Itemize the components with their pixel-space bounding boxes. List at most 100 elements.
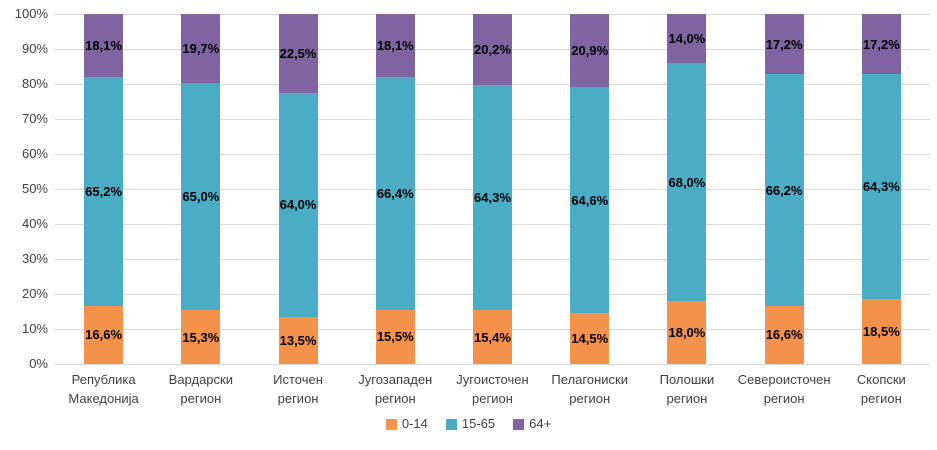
category-label: Источен регион xyxy=(273,372,323,406)
category-label: Југозападен регион xyxy=(358,372,433,406)
bar-segment-15-65: 64,3% xyxy=(472,84,512,311)
bar-segment-0-14: 16,6% xyxy=(764,305,804,364)
bar-segment-label: 68,0% xyxy=(668,174,706,190)
y-axis-tick-label: 0% xyxy=(29,356,48,371)
bar-segment-0-14: 13,5% xyxy=(278,316,318,364)
bar-segment-label: 65,0% xyxy=(182,189,220,205)
bar-segment-label: 19,7% xyxy=(182,40,220,56)
bar-segment-label: 18,1% xyxy=(376,38,414,54)
bar-segment-15-65: 65,2% xyxy=(84,77,124,306)
category-label: Република Македонија xyxy=(68,372,139,406)
y-axis-tick-label: 20% xyxy=(21,286,48,301)
bar-segment-label: 15,5% xyxy=(376,329,414,345)
gridline xyxy=(55,364,930,365)
stacked-bar: 14,0% 68,0% 18,0% xyxy=(667,14,707,364)
bar-slot: 19,7% 65,0% 15,3% xyxy=(152,14,249,364)
bar-slot: 17,2% 64,3% 18,5% xyxy=(833,14,930,364)
bar-segment-label: 64,0% xyxy=(279,197,317,213)
category-label: Скопски регион xyxy=(856,372,906,406)
bar-segment-0-14: 15,3% xyxy=(181,310,221,364)
bar-segment-15-65: 66,2% xyxy=(764,74,804,306)
legend-label: 64+ xyxy=(529,416,552,431)
bar-segment-0-14: 18,0% xyxy=(667,301,707,364)
bar-segment-64+: 22,5% xyxy=(278,14,318,93)
legend-swatch-icon xyxy=(445,418,457,430)
category-label: Пелагониски регион xyxy=(551,372,628,406)
bar-segment-0-14: 15,5% xyxy=(375,309,415,364)
bar-segment-label: 18,1% xyxy=(85,38,123,54)
bar-slot: 18,1% 65,2% 16,6% xyxy=(55,14,152,364)
bar-segment-15-65: 66,4% xyxy=(375,77,415,310)
bar-segment-64+: 18,1% xyxy=(375,14,415,78)
bars-row: 18,1% 65,2% 16,6% 19,7% 65,0% 15,3% 22,5% 64,0%… xyxy=(55,14,930,364)
bar-segment-15-65: 65,0% xyxy=(181,82,221,311)
bar-segment-0-14: 18,5% xyxy=(861,299,901,364)
legend-item-15-65: 15-65 xyxy=(445,416,496,431)
legend-swatch-icon xyxy=(513,418,525,430)
category-label: Вардарски регион xyxy=(168,372,233,406)
bar-segment-label: 13,5% xyxy=(279,332,317,348)
bar-segment-label: 20,2% xyxy=(474,41,511,57)
y-axis-tick-label: 10% xyxy=(21,321,48,336)
bar-segment-64+: 18,1% xyxy=(84,14,124,78)
bar-segment-15-65: 64,0% xyxy=(278,92,318,317)
bar-slot: 18,1% 66,4% 15,5% xyxy=(347,14,444,364)
bar-segment-label: 66,2% xyxy=(765,182,803,198)
bar-segment-label: 64,3% xyxy=(474,189,511,205)
stacked-bar: 18,1% 66,4% 15,5% xyxy=(375,14,415,364)
bar-segment-label: 15,4% xyxy=(474,329,511,345)
stacked-bar: 20,2% 64,3% 15,4% xyxy=(472,14,512,364)
stacked-bar: 18,1% 65,2% 16,6% xyxy=(84,14,124,364)
legend-label: 0-14 xyxy=(401,416,428,431)
bar-segment-label: 17,2% xyxy=(862,36,900,52)
category-label: Полошки регион xyxy=(659,372,715,406)
y-axis-tick-label: 50% xyxy=(21,181,48,196)
bar-slot: 14,0% 68,0% 18,0% xyxy=(638,14,735,364)
y-axis-tick-label: 80% xyxy=(21,76,48,91)
y-axis-tick-label: 100% xyxy=(14,6,48,21)
bar-segment-15-65: 64,6% xyxy=(570,87,610,314)
y-axis-tick-label: 40% xyxy=(21,216,48,231)
y-axis-tick-label: 70% xyxy=(21,111,48,126)
x-axis: Република Македонија Вардарски регион Исто… xyxy=(55,370,930,408)
bar-slot: 20,9% 64,6% 14,5% xyxy=(541,14,638,364)
bar-segment-label: 17,2% xyxy=(765,36,803,52)
stacked-bar: 19,7% 65,0% 15,3% xyxy=(181,14,221,364)
bar-segment-64+: 17,2% xyxy=(861,14,901,75)
bar-segment-64+: 17,2% xyxy=(764,14,804,75)
bar-segment-64+: 19,7% xyxy=(181,14,221,83)
bar-slot: 20,2% 64,3% 15,4% xyxy=(444,14,541,364)
legend: 0-14 15-65 64+ xyxy=(0,417,937,431)
legend-label: 15-65 xyxy=(461,416,496,431)
bar-segment-0-14: 14,5% xyxy=(570,313,610,364)
bar-segment-label: 15,3% xyxy=(182,329,220,345)
legend-swatch-icon xyxy=(385,418,397,430)
legend-item-64+: 64+ xyxy=(513,417,551,431)
bar-segment-label: 14,5% xyxy=(571,331,609,347)
bar-segment-64+: 20,2% xyxy=(472,14,512,85)
bar-segment-label: 22,5% xyxy=(279,45,317,61)
bar-segment-label: 16,6% xyxy=(85,327,123,343)
y-axis-tick-label: 60% xyxy=(21,146,48,161)
bar-segment-label: 66,4% xyxy=(376,186,414,202)
bar-slot: 22,5% 64,0% 13,5% xyxy=(249,14,346,364)
bar-segment-label: 65,2% xyxy=(85,184,123,200)
bar-segment-label: 14,0% xyxy=(668,31,706,46)
stacked-bar: 20,9% 64,6% 14,5% xyxy=(570,14,610,364)
bar-segment-label: 20,9% xyxy=(571,43,609,59)
bar-segment-0-14: 15,4% xyxy=(472,310,512,364)
bar-segment-label: 64,6% xyxy=(571,192,609,208)
bar-segment-label: 18,5% xyxy=(862,324,900,340)
bar-segment-label: 18,0% xyxy=(668,325,706,340)
bar-segment-64+: 20,9% xyxy=(570,14,610,88)
bar-segment-0-14: 16,6% xyxy=(84,305,124,364)
bar-segment-15-65: 64,3% xyxy=(861,74,901,300)
stacked-bar: 17,2% 66,2% 16,6% xyxy=(764,14,804,364)
bar-segment-label: 64,3% xyxy=(862,179,900,195)
y-axis: 100% 90% 80% 70% 60% 50% 40% 30% 20% 10% 0% xyxy=(0,0,48,450)
stacked-bar: 22,5% 64,0% 13,5% xyxy=(278,14,318,364)
bar-slot: 17,2% 66,2% 16,6% xyxy=(736,14,833,364)
plot-area: 18,1% 65,2% 16,6% 19,7% 65,0% 15,3% 22,5% 64,0%… xyxy=(55,14,930,365)
bar-segment-64+: 14,0% xyxy=(667,14,707,63)
